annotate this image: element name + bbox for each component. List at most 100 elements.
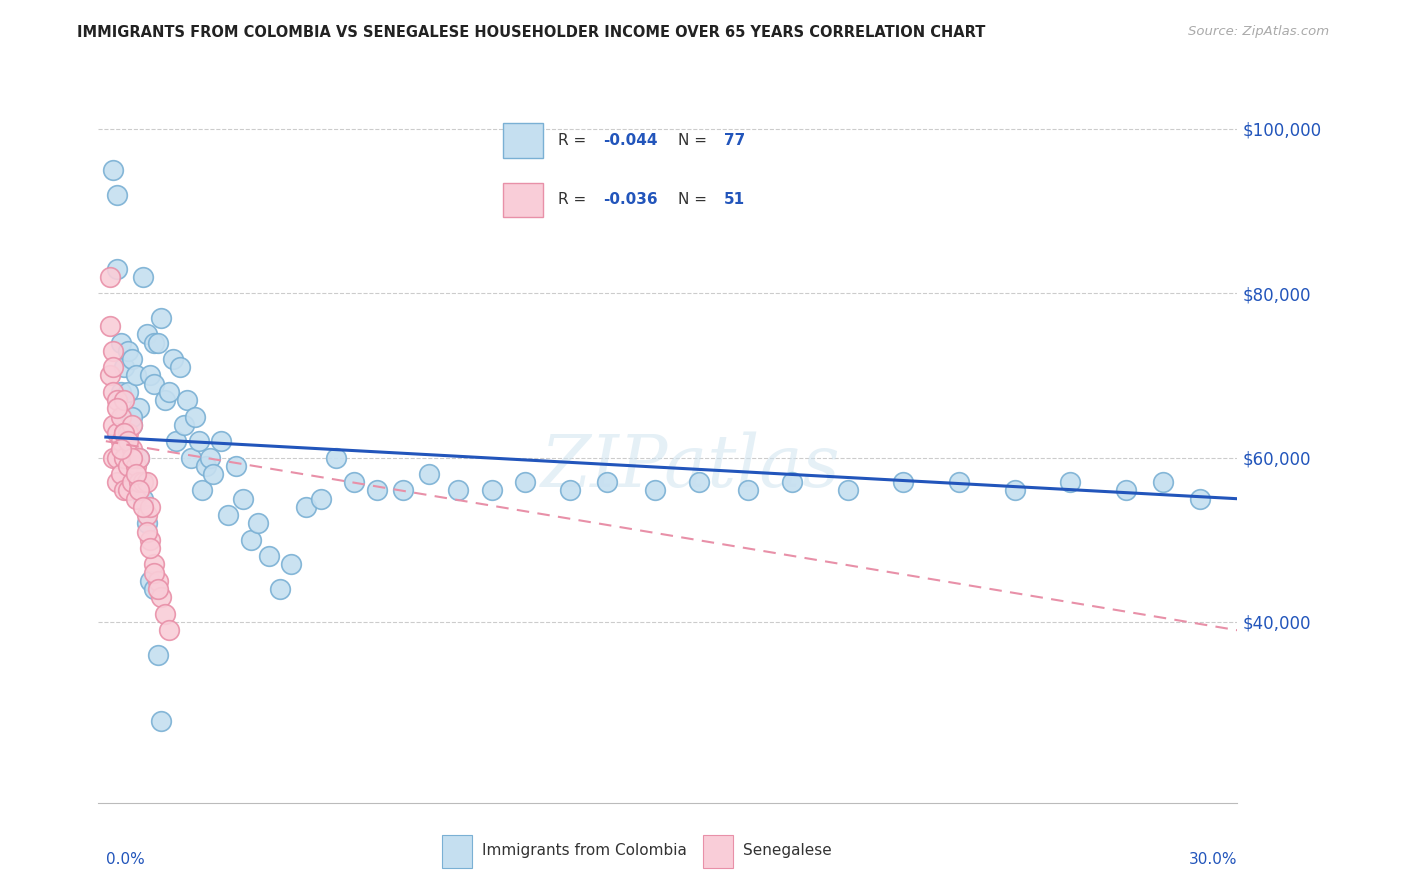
Point <box>132 500 155 514</box>
Point <box>121 351 143 366</box>
Point <box>124 368 146 383</box>
Point <box>117 483 139 498</box>
Point <box>146 574 169 588</box>
Point <box>135 516 157 531</box>
Point <box>157 624 180 638</box>
Text: Source: ZipAtlas.com: Source: ZipAtlas.com <box>1188 25 1329 38</box>
Point <box>105 450 128 465</box>
Point <box>309 491 332 506</box>
Point <box>225 458 247 473</box>
Point <box>112 483 135 498</box>
Point <box>112 360 135 375</box>
Point <box>558 483 581 498</box>
Point <box>176 393 198 408</box>
Point <box>143 376 166 391</box>
Point <box>143 566 166 580</box>
Point <box>98 269 121 284</box>
Point <box>135 524 157 539</box>
Point <box>139 533 162 547</box>
Point <box>198 450 221 465</box>
Point <box>110 434 132 449</box>
Point <box>780 475 803 490</box>
Point <box>239 533 262 547</box>
Point <box>391 483 413 498</box>
Point <box>737 483 759 498</box>
Point <box>143 335 166 350</box>
Point <box>110 409 132 424</box>
Point <box>103 343 125 358</box>
Point <box>153 607 176 621</box>
Point <box>1059 475 1081 490</box>
Point <box>418 467 440 481</box>
Point <box>1152 475 1174 490</box>
Point <box>117 384 139 399</box>
Point <box>124 458 146 473</box>
Point <box>121 475 143 490</box>
Point <box>103 384 125 399</box>
Point <box>150 591 173 605</box>
Point <box>325 450 347 465</box>
Point <box>110 384 132 399</box>
Point <box>343 475 366 490</box>
Point <box>893 475 915 490</box>
Point <box>105 261 128 276</box>
Point <box>132 491 155 506</box>
Point <box>139 368 162 383</box>
Point <box>105 425 128 440</box>
Point <box>124 491 146 506</box>
Point <box>121 417 143 432</box>
Text: 30.0%: 30.0% <box>1189 852 1237 867</box>
Point <box>366 483 388 498</box>
Text: 0.0%: 0.0% <box>105 852 145 867</box>
Point <box>103 450 125 465</box>
Text: IMMIGRANTS FROM COLOMBIA VS SENEGALESE HOUSEHOLDER INCOME OVER 65 YEARS CORRELAT: IMMIGRANTS FROM COLOMBIA VS SENEGALESE H… <box>77 25 986 40</box>
Point <box>169 360 191 375</box>
Point <box>121 409 143 424</box>
Point <box>295 500 318 514</box>
Point <box>121 450 143 465</box>
Point <box>481 483 503 498</box>
Point <box>139 500 162 514</box>
Point <box>112 409 135 424</box>
Point <box>150 714 173 728</box>
Point <box>513 475 536 490</box>
Point <box>128 475 150 490</box>
Point <box>105 401 128 416</box>
Point <box>143 582 166 596</box>
Point <box>202 467 225 481</box>
Point <box>595 475 617 490</box>
Point <box>128 483 150 498</box>
Point <box>146 335 169 350</box>
Point <box>128 450 150 465</box>
Point <box>103 360 125 375</box>
Point <box>246 516 269 531</box>
Point <box>165 434 187 449</box>
Point <box>195 458 218 473</box>
Point <box>257 549 280 564</box>
Point <box>184 409 207 424</box>
Point <box>132 269 155 284</box>
Point <box>112 450 135 465</box>
Point <box>124 475 146 490</box>
Point <box>143 558 166 572</box>
Point <box>110 442 132 457</box>
Point <box>447 483 470 498</box>
Point <box>191 483 214 498</box>
Point <box>98 319 121 334</box>
Point <box>105 393 128 408</box>
Point <box>139 541 162 555</box>
Point <box>103 417 125 432</box>
Point <box>124 467 146 481</box>
Text: ZIPatlas: ZIPatlas <box>541 431 841 501</box>
Point <box>217 508 239 523</box>
Point <box>837 483 859 498</box>
Point <box>1004 483 1026 498</box>
Point <box>173 417 195 432</box>
Point <box>644 483 666 498</box>
Point <box>280 558 302 572</box>
Point <box>153 393 176 408</box>
Point <box>110 335 132 350</box>
Point <box>209 434 232 449</box>
Point <box>112 425 135 440</box>
Point <box>128 401 150 416</box>
